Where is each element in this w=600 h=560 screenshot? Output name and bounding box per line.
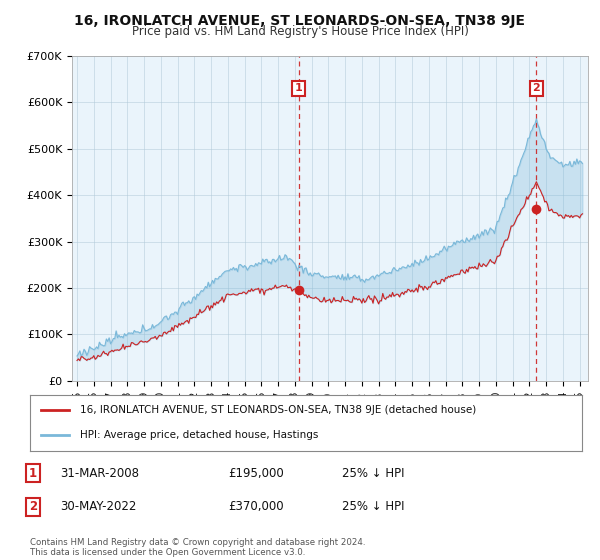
Text: 25% ↓ HPI: 25% ↓ HPI — [342, 500, 404, 514]
Text: 2: 2 — [29, 500, 37, 514]
Text: 31-MAR-2008: 31-MAR-2008 — [60, 466, 139, 480]
Text: 16, IRONLATCH AVENUE, ST LEONARDS-ON-SEA, TN38 9JE: 16, IRONLATCH AVENUE, ST LEONARDS-ON-SEA… — [74, 14, 526, 28]
Text: Price paid vs. HM Land Registry's House Price Index (HPI): Price paid vs. HM Land Registry's House … — [131, 25, 469, 38]
Text: HPI: Average price, detached house, Hastings: HPI: Average price, detached house, Hast… — [80, 430, 318, 440]
Text: £370,000: £370,000 — [228, 500, 284, 514]
Text: 1: 1 — [295, 83, 303, 94]
Text: Contains HM Land Registry data © Crown copyright and database right 2024.
This d: Contains HM Land Registry data © Crown c… — [30, 538, 365, 557]
Text: 25% ↓ HPI: 25% ↓ HPI — [342, 466, 404, 480]
Text: £195,000: £195,000 — [228, 466, 284, 480]
Text: 16, IRONLATCH AVENUE, ST LEONARDS-ON-SEA, TN38 9JE (detached house): 16, IRONLATCH AVENUE, ST LEONARDS-ON-SEA… — [80, 405, 476, 416]
Text: 2: 2 — [532, 83, 540, 94]
Text: 1: 1 — [29, 466, 37, 480]
Text: 30-MAY-2022: 30-MAY-2022 — [60, 500, 136, 514]
